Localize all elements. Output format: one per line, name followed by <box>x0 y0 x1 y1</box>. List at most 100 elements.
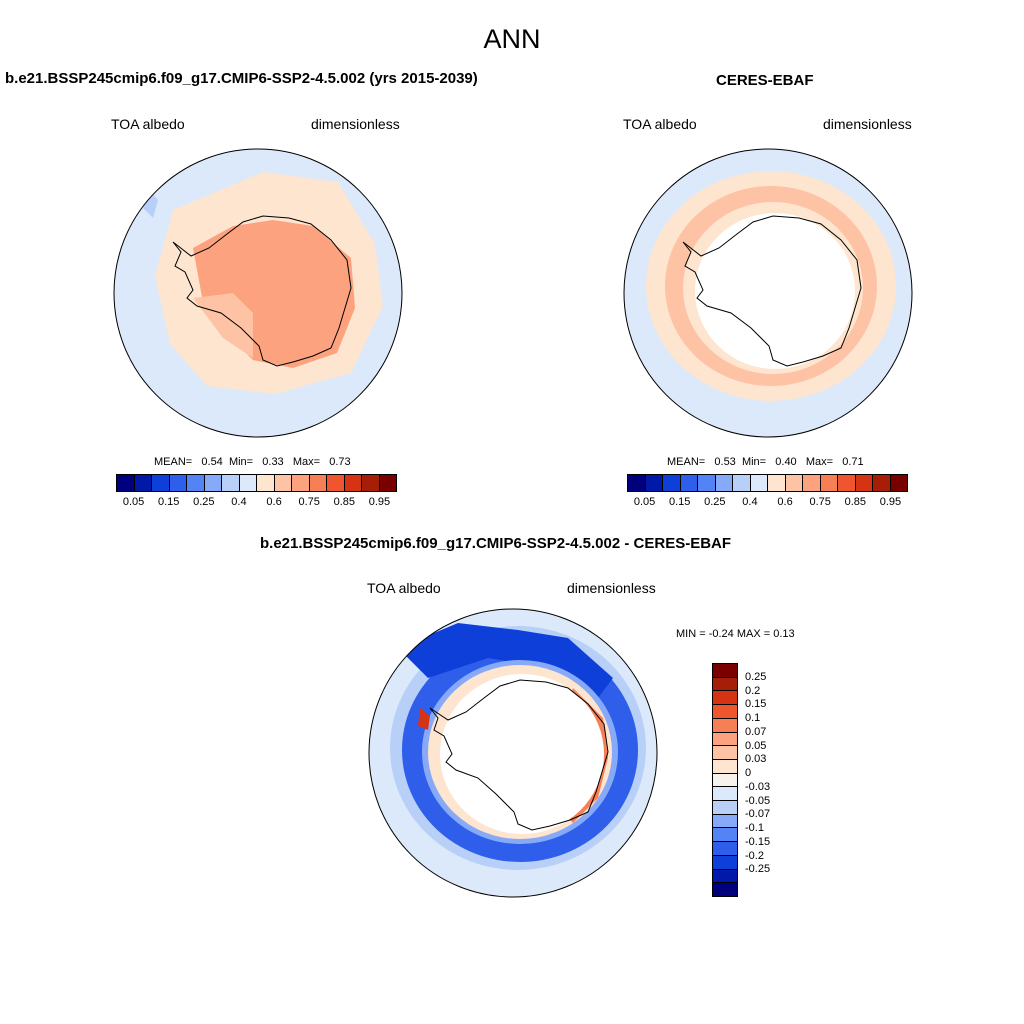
panel-obs-colorbar-box <box>890 475 907 491</box>
panel-diff-colorbar-tick-label: 0.1 <box>745 712 761 725</box>
panel-obs-colorbar-box <box>715 475 733 491</box>
panel-model-colorbar-tick-label: 0.75 <box>298 496 320 508</box>
panel-diff-colorbar-box <box>713 705 737 719</box>
panel-model-variable-label: TOA albedo <box>111 116 185 132</box>
panel-diff-colorbar-box <box>713 814 737 829</box>
panel-obs-colorbar-box <box>855 475 873 491</box>
panel-diff-colorbar-box <box>713 732 737 747</box>
panel-model-units-label: dimensionless <box>311 116 400 132</box>
panel-diff-colorbar-tick-label: -0.2 <box>745 849 764 862</box>
panel-model-colorbar-box <box>169 475 187 491</box>
panel-model-colorbar-box <box>152 475 170 491</box>
panel-obs-colorbar-tick-label: 0.85 <box>844 496 867 508</box>
panel-model-colorbar-box <box>292 475 310 491</box>
panel-diff-colorbar-box <box>713 691 737 706</box>
figure-title: ANN <box>483 24 541 54</box>
panel-obs-colorbar-box <box>698 475 716 491</box>
panel-model-colorbar-tick-label: 0.95 <box>368 496 391 508</box>
panel-obs-colorbar-box <box>803 475 821 491</box>
panel-diff-colorbar-box <box>713 664 737 678</box>
panel-model-colorbar-box <box>309 475 327 491</box>
panel-model-colorbar-box <box>362 475 380 491</box>
panel-obs-colorbar-box <box>663 475 681 491</box>
panel-diff-colorbar-tick-label: -0.05 <box>745 794 771 807</box>
panel-diff-colorbar-box <box>713 869 737 884</box>
panel-model-colorbar-box <box>274 475 292 491</box>
panel-model-colorbar-tick-label: 0.25 <box>193 496 215 508</box>
panel-obs-variable-label: TOA albedo <box>623 116 697 132</box>
panel-diff-colorbar-box <box>713 773 737 788</box>
panel-diff-minmax: MIN = -0.24 MAX = 0.13 <box>676 628 795 640</box>
panel-obs-colorbar-tick-label: 0.25 <box>704 496 726 508</box>
panel-diff-colorbar-ticks: 0.25 0.2 0.15 0.1 0.07 0.05 0.03 0 -0.03 -0.05 -0.… <box>745 663 785 897</box>
panel-obs-colorbar-box <box>750 475 768 491</box>
panel-diff-colorbar-tick-label: 0.2 <box>745 684 761 697</box>
panel-obs-colorbar-tick-label: 0.4 <box>742 496 758 508</box>
panel-model-colorbar-box <box>379 475 396 491</box>
panel-diff-colorbar-box <box>713 842 737 856</box>
panel-diff-colorbar-tick-label: -0.1 <box>745 822 764 835</box>
antarctica-coastline <box>429 679 609 831</box>
panel-obs-colorbar-tick-label: 0.15 <box>668 496 691 508</box>
panel-obs-map <box>623 148 913 438</box>
panel-obs-colorbar-tick-label: 0.6 <box>777 496 793 508</box>
panel-obs-colorbar-tick-label: 0.95 <box>879 496 902 508</box>
panel-model-colorbar-box <box>187 475 205 491</box>
panel-diff-map <box>368 608 658 898</box>
panel-diff-colorbar-box <box>713 828 737 843</box>
panel-model-colorbar-tick-label: 0.05 <box>122 496 145 508</box>
panel-diff-colorbar-tick-label: -0.07 <box>745 808 771 821</box>
panel-model-title: b.e21.BSSP245cmip6.f09_g17.CMIP6-SSP2-4.… <box>5 70 478 87</box>
panel-diff-colorbar-tick-label: -0.03 <box>745 780 771 793</box>
panel-diff-title: b.e21.BSSP245cmip6.f09_g17.CMIP6-SSP2-4.… <box>260 535 732 552</box>
panel-obs-colorbar-tick-label: 0.05 <box>633 496 656 508</box>
panel-diff-colorbar-tick-label: -0.15 <box>745 835 771 848</box>
panel-obs-colorbar-box <box>733 475 751 491</box>
panel-obs-colorbar <box>627 474 908 492</box>
panel-obs-colorbar-box <box>838 475 856 491</box>
panel-model-stats: MEAN= 0.54 Min= 0.33 Max= 0.73 <box>154 456 351 468</box>
panel-obs-colorbar-box <box>820 475 838 491</box>
panel-diff-colorbar-tick-label: 0 <box>745 767 752 780</box>
panel-model-colorbar-box <box>344 475 362 491</box>
panel-diff-colorbar-box <box>713 787 737 802</box>
panel-model-map <box>113 148 403 438</box>
panel-model-colorbar-box <box>117 475 135 491</box>
panel-model-colorbar-box <box>204 475 222 491</box>
panel-obs-colorbar-box <box>873 475 891 491</box>
panel-diff-colorbar-tick-label: -0.25 <box>745 863 771 876</box>
panel-obs-colorbar-tick-label: 0.75 <box>809 496 831 508</box>
panel-diff-colorbar-box <box>713 677 737 692</box>
panel-diff-colorbar-tick-label: 0.25 <box>745 670 767 683</box>
panel-diff-colorbar <box>712 663 738 897</box>
antarctica-coastline <box>682 215 862 367</box>
antarctica-coastline <box>172 215 352 367</box>
panel-model-colorbar <box>116 474 397 492</box>
panel-diff-colorbar-box <box>713 855 737 870</box>
panel-obs-colorbar-box <box>680 475 698 491</box>
panel-obs-units-label: dimensionless <box>823 116 912 132</box>
panel-model-colorbar-box <box>134 475 152 491</box>
panel-diff-units-label: dimensionless <box>567 580 656 596</box>
panel-model-colorbar-box <box>257 475 275 491</box>
panel-diff-colorbar-box <box>713 718 737 733</box>
panel-model-colorbar-ticks: 0.05 0.15 0.25 0.4 0.6 0.75 0.85 0.95 <box>116 496 397 510</box>
panel-diff-colorbar-tick-label: 0.05 <box>745 739 767 752</box>
panel-diff-colorbar-tick-label: 0.15 <box>745 698 767 711</box>
panel-obs-colorbar-box <box>628 475 646 491</box>
panel-obs-colorbar-box <box>768 475 786 491</box>
panel-model-colorbar-tick-label: 0.6 <box>266 496 282 508</box>
panel-obs-title: CERES-EBAF <box>716 72 814 89</box>
panel-model-colorbar-tick-label: 0.4 <box>231 496 247 508</box>
panel-model-colorbar-box <box>239 475 257 491</box>
panel-model-colorbar-tick-label: 0.15 <box>157 496 180 508</box>
panel-diff-colorbar-box <box>713 801 737 815</box>
panel-diff-colorbar-box <box>713 759 737 774</box>
panel-diff-variable-label: TOA albedo <box>367 580 441 596</box>
panel-model-colorbar-box <box>327 475 345 491</box>
panel-obs-stats: MEAN= 0.53 Min= 0.40 Max= 0.71 <box>667 456 864 468</box>
panel-obs-colorbar-box <box>645 475 663 491</box>
panel-diff-colorbar-box <box>713 746 737 760</box>
panel-diff-colorbar-tick-label: 0.03 <box>745 753 767 766</box>
panel-diff-colorbar-box <box>713 883 737 896</box>
